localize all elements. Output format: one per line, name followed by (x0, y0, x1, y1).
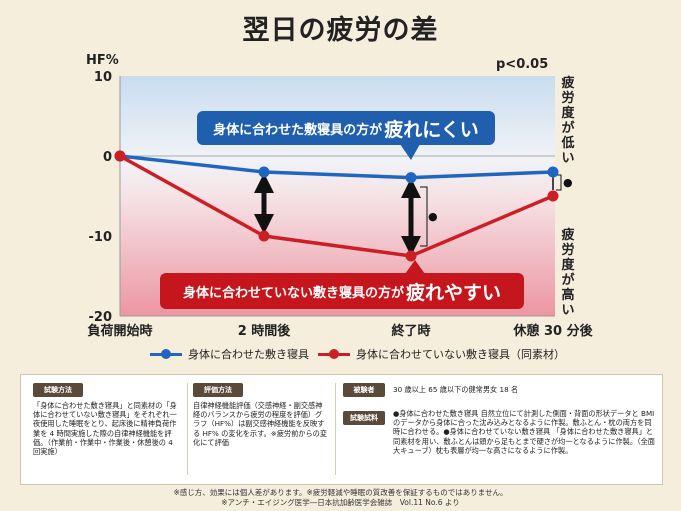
data-point-blue (547, 166, 559, 178)
legend-item-blue: 身体に合わせた敷き寝具 (150, 346, 309, 362)
legend-swatch-blue (150, 348, 182, 359)
y-axis-label: HF% (86, 53, 119, 68)
x-tick-label: 終了時 (391, 323, 430, 339)
callout-blue: 身体に合わせた敷寝具の方が 疲れにくい (197, 111, 495, 145)
footnote-1: ※感じ方、効果には個人差があります。※疲労軽減や睡眠の質改善を保証するものではあ… (173, 488, 508, 497)
footnote-2: ※アンチ・エイジング医学―日本抗加齢医学会雑誌 Vol.11 No.6 より (221, 498, 460, 507)
data-point-red (547, 190, 559, 202)
significance-bracket-end (420, 186, 428, 247)
y-tick-label: -10 (89, 230, 113, 245)
data-point-red (405, 250, 417, 262)
x-tick-label: 休憩 30 分後 (512, 323, 593, 339)
callout-red: 身体に合わせていない敷き寝具の方が 疲れやすい (160, 273, 524, 309)
method-text: 「身体に合わせた敷き寝具」と同素材の「身体に合わせていない敷き寝具」をそれぞれ一… (33, 401, 177, 457)
callout-blue-text: 身体に合わせた敷寝具の方が (213, 122, 383, 138)
sample-text: ●身体に合わせた敷き寝具 自然立位にて計測した側面・背面の形状データと BMI … (393, 409, 655, 455)
data-point-blue (405, 172, 417, 184)
series-line-red (119, 154, 554, 258)
eval-text: 自律神経機能評価（交感神経・副交感神経のバランスから疲労の程度を評価）グラフ（H… (193, 401, 328, 447)
data-point-red (114, 150, 126, 162)
page-title: 翌日の疲労の差 (242, 15, 439, 46)
series-line-blue (119, 154, 554, 180)
significance-bracket-rest (556, 174, 562, 191)
subject-tag: 被験者 (343, 383, 385, 397)
callout-red-emphasis: 疲れやすい (406, 281, 502, 304)
data-point-blue (258, 166, 270, 178)
x-tick-label: 負荷開始時 (87, 323, 152, 339)
callout-blue-emphasis: 疲れにくい (384, 118, 479, 141)
right-label-bottom: 疲労度が高い (561, 228, 575, 318)
y-tick-label: 0 (103, 150, 112, 165)
x-tick-label: 2 時間後 (238, 323, 292, 339)
right-label-top: 疲労度が低い (561, 76, 575, 166)
callout-red-text: 身体に合わせていない敷き寝具の方が (182, 285, 404, 301)
legend: 身体に合わせた敷き寝具 身体に合わせていない敷き寝具（同素材） (0, 346, 681, 366)
legend-swatch-red (318, 348, 350, 359)
p-value-label: p<0.05 (496, 57, 548, 72)
subject-text: 30 歳以上 65 歳以下の健常男女 18 名 (393, 385, 519, 394)
study-info-panel: 試験方法 「身体に合わせた敷き寝具」と同素材の「身体に合わせていない敷き寝具」を… (20, 374, 663, 485)
y-tick-label: -20 (89, 310, 113, 325)
legend-label-blue: 身体に合わせた敷き寝具 (188, 348, 309, 361)
legend-item-red: 身体に合わせていない敷き寝具（同素材） (318, 346, 565, 362)
y-tick-label: 10 (94, 70, 112, 85)
sample-tag: 試験試料 (343, 411, 385, 425)
eval-tag: 評価方法 (193, 383, 243, 397)
method-tag: 試験方法 (33, 383, 83, 397)
legend-label-red: 身体に合わせていない敷き寝具（同素材） (356, 348, 565, 361)
data-point-red (258, 230, 270, 242)
significance-mark-rest: ● (563, 176, 573, 189)
footnotes: ※感じ方、効果には個人差があります。※疲労軽減や睡眠の質改善を保証するものではあ… (0, 488, 681, 508)
significance-mark-end: ● (428, 210, 438, 223)
